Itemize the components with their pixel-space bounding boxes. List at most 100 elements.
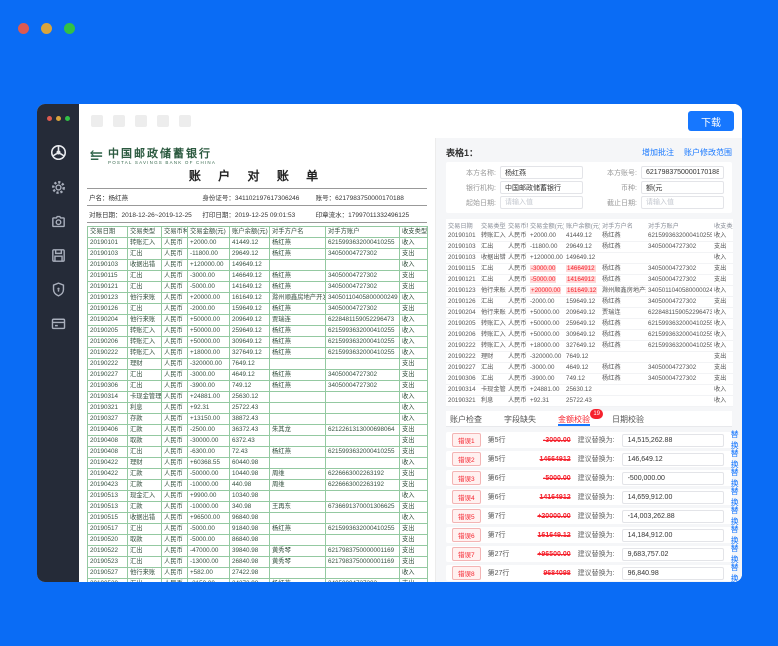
replace-link[interactable]: 替换 [730,506,739,526]
replace-link[interactable]: 替换 [731,581,739,582]
suggestion-input-8[interactable] [621,566,724,580]
statement-cell: 他行来账 [127,292,162,304]
camera-icon[interactable] [50,213,67,230]
statement-cell: 60440.98 [229,457,270,469]
statement-row: 20190529汇出人民币-3150.0024272.98杨红燕34050004… [87,578,428,582]
error-row-number: 第6行 [487,475,506,482]
column-header: 交易类型 [479,219,506,231]
statement-cell: 人民币 [161,556,188,568]
transaction-row[interactable]: 20190121 汇出 人民币 -5000.00 14164912 杨红燕 34050004… [446,274,733,286]
transaction-row[interactable]: 20190103 收据出错 人民币 +120000.00 149649.12 收入 [446,252,733,264]
statement-cell: 人民币 [161,380,188,392]
statement-cell: 转账汇入 [127,347,162,359]
maximize-icon[interactable] [64,116,70,121]
statement-cell: 38872.43 [229,413,270,425]
transaction-row[interactable]: 20190103 汇出 人民币 -11800.00 29649.12 杨红燕 3405000… [446,241,733,253]
bank-card-icon[interactable] [50,315,67,332]
save-icon[interactable] [50,247,67,264]
transactions-table: 交易日期交易类型交易币种交易金额(元)账户余额(元)对手方户名对手方账户收支类型… [446,219,733,407]
form-field-input-4[interactable] [500,196,583,209]
replace-link[interactable]: 替换 [730,430,739,450]
statement-cell: 20190227 [87,369,128,381]
replace-link[interactable]: 替换 [730,563,739,582]
transaction-cell: 4649.12 [564,362,600,374]
suggestion-input-2[interactable] [621,452,724,466]
transaction-row[interactable]: 20190126 汇出 人民币 -2000.00 159649.12 杨红燕 3405000… [446,296,733,308]
transaction-row[interactable]: 20190306 汇出 人民币 -3900.00 749.12 杨红燕 3405000472… [446,373,733,385]
form-field-input-1[interactable] [641,166,724,179]
replace-link[interactable]: 替换 [730,525,739,545]
toolbar-button[interactable] [113,115,125,127]
maximize-icon[interactable] [64,23,75,34]
flagged-value: -5000.00 [530,276,557,283]
toolbar-button[interactable] [135,115,147,127]
statement-cell: 人民币 [161,490,188,502]
error-tag[interactable]: 错误8 [452,566,481,580]
statement-cell: 杨红燕 [269,336,326,348]
transaction-row[interactable]: 20190205 转账汇入 人民币 +50000.00 259649.12 杨红燕 6215… [446,318,733,330]
statement-cell: 25630.12 [229,391,270,403]
transaction-row[interactable]: 20190321 利息 人民币 +92.31 25722.43 收入 [446,395,733,407]
suggestion-input-4[interactable] [621,490,724,504]
close-icon[interactable] [46,116,52,121]
shield-icon[interactable] [50,281,67,298]
error-tag[interactable]: 错误6 [452,528,481,542]
form-field-input-0[interactable] [500,166,583,179]
download-button[interactable]: 下载 [688,111,734,131]
statement-row: 20190306 汇出 人民币 -3900.00 749.12 杨红燕 3405000472… [87,380,428,392]
column-header: 交易币种 [161,226,188,238]
suggestion-input-7[interactable] [621,547,724,561]
transaction-row[interactable]: 20190206 转账汇入 人民币 +50000.00 309649.12 杨红燕 6215… [446,329,733,341]
statement-cell: 人民币 [161,534,188,546]
tab-账户检查[interactable]: 账户检查 [450,415,482,424]
error-tag[interactable]: 错误7 [452,547,481,561]
settings-gear-icon[interactable] [50,179,67,196]
form-field-input-5[interactable] [641,196,724,209]
suggestion-input-5[interactable] [621,509,724,523]
tab-金额校验[interactable]: 金额校验 19 [558,409,603,426]
toolbar-button[interactable] [157,115,169,127]
minimize-icon[interactable] [41,23,52,34]
transaction-cell: 14664912 [564,263,600,275]
replace-link[interactable]: 替换 [730,544,739,564]
minimize-icon[interactable] [55,116,61,121]
tab-日期校验[interactable]: 日期校验 [612,415,644,424]
transaction-row[interactable]: 20190204 他行来账 人民币 +50000.00 209649.12 贾瑞连 6228… [446,307,733,319]
transaction-cell: 34050004727302 [646,296,712,308]
replace-link[interactable]: 替换 [730,449,739,469]
suggestion-input-3[interactable] [621,471,724,485]
statement-cell [269,259,326,271]
transaction-cell: 34050004727302 [646,373,712,385]
account-edit-scope-link[interactable]: 账户修改范围 [684,147,732,157]
statement-cell: 人民币 [161,446,188,458]
transaction-row[interactable]: 20190227 汇出 人民币 -3000.00 4649.12 杨红燕 340500047… [446,362,733,374]
suggestion-input-1[interactable] [621,433,724,447]
replace-link[interactable]: 替换 [730,487,739,507]
error-tag[interactable]: 错误1 [452,433,481,447]
transaction-row[interactable]: 20190222 理财 人民币 -320000.00 7649.12 支出 [446,351,733,363]
error-tag[interactable]: 错误4 [452,490,481,504]
close-icon[interactable] [18,23,29,34]
tab-字段缺失[interactable]: 字段缺失 [504,415,536,424]
flagged-value: 14164912 [566,276,596,283]
error-tag[interactable]: 错误5 [452,509,481,523]
form-field-input-3[interactable] [641,181,724,194]
transaction-row[interactable]: 20190115 汇出 人民币 -3000.00 14664912 杨红燕 34050004… [446,263,733,275]
toolbar-button[interactable] [91,115,103,127]
toolbar-button[interactable] [179,115,191,127]
suggestion-input-6[interactable] [621,528,724,542]
replace-link[interactable]: 替换 [730,468,739,488]
statement-info-cell: 印章流水：17997011332496125 [313,205,427,223]
form-field-input-2[interactable] [500,181,583,194]
add-annotation-link[interactable]: 增加批注 [642,147,674,157]
transaction-row[interactable]: 20190222 转账汇入 人民币 +18000.00 327649.12 杨红燕 6215… [446,340,733,352]
statement-cell: 20190527 [87,567,128,579]
statement-cell [325,391,400,403]
error-tag[interactable]: 错误2 [452,452,481,466]
transaction-row[interactable]: 20190101 转账汇入 人民币 +2000.00 41449.12 杨红燕 621599… [446,231,733,242]
error-tag[interactable]: 错误3 [452,471,481,485]
statement-row: 20190527 他行来账 人民币 +582.00 27422.98 收入 [87,567,428,579]
app-logo-icon[interactable] [49,143,68,162]
transaction-row[interactable]: 20190123 他行来账 人民币 +20000.00 161649.12 滁州顺鑫房地产… [446,285,733,297]
